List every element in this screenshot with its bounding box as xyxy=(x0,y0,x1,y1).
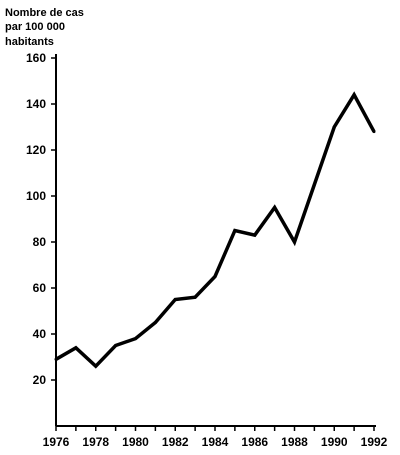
data-point xyxy=(193,295,197,299)
data-point xyxy=(114,344,118,347)
data-point xyxy=(173,298,177,301)
y-tick-label: 120 xyxy=(26,143,46,157)
data-points xyxy=(54,93,376,368)
data-point xyxy=(94,364,98,368)
data-point xyxy=(273,206,277,209)
data-point xyxy=(312,183,316,186)
x-tick-label: 1980 xyxy=(122,435,149,449)
x-tick-label: 1976 xyxy=(43,435,70,449)
y-tick-label: 80 xyxy=(33,235,47,249)
x-tick-label: 1984 xyxy=(202,435,229,449)
data-point xyxy=(352,93,356,97)
data-point xyxy=(54,357,58,361)
y-axis-label-line-3: habitants xyxy=(5,36,54,48)
y-tick-label: 40 xyxy=(33,327,47,341)
data-point xyxy=(293,240,296,244)
y-axis-ticks: 20 40 60 80 100 120 140 160 xyxy=(26,51,56,387)
data-point xyxy=(372,130,376,134)
data-point xyxy=(74,346,78,350)
y-axis-label-line-1: Nombre de cas xyxy=(5,7,84,19)
y-axis-label-line-2: par 100 000 xyxy=(5,21,65,33)
y-tick-label: 140 xyxy=(26,97,46,111)
x-axis-ticks: 1976 1978 1980 1982 1984 1986 1988 1990 1992 xyxy=(43,426,388,449)
x-tick-label: 1982 xyxy=(162,435,189,449)
x-tick-label: 1978 xyxy=(82,435,109,449)
y-tick-label: 100 xyxy=(26,189,46,203)
data-point xyxy=(134,337,137,341)
y-tick-label: 160 xyxy=(26,51,46,65)
y-axis-label: Nombre de cas par 100 000 habitants xyxy=(5,7,84,48)
data-point xyxy=(253,233,257,237)
y-tick-label: 60 xyxy=(33,281,47,295)
data-point xyxy=(233,229,237,232)
data-point xyxy=(153,321,157,324)
y-tick-label: 20 xyxy=(33,373,47,387)
data-point xyxy=(213,275,217,278)
x-tick-label: 1990 xyxy=(321,435,348,449)
x-tick-label: 1986 xyxy=(241,435,268,449)
x-tick-label: 1992 xyxy=(361,435,388,449)
data-point xyxy=(332,125,336,129)
x-tick-label: 1988 xyxy=(281,435,308,449)
series-line xyxy=(55,91,376,369)
